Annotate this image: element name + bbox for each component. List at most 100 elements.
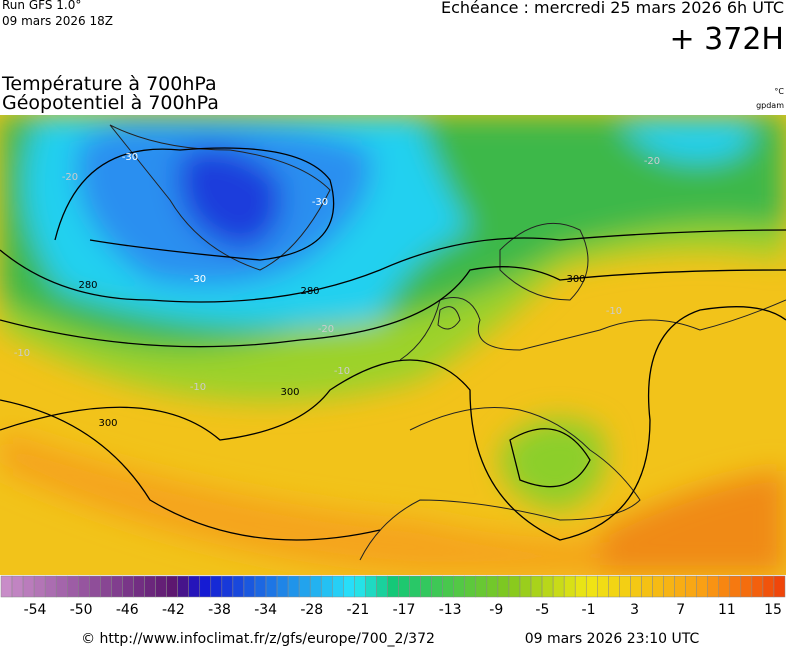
- colorbar-swatch: [243, 575, 256, 598]
- colorbar-swatch: [210, 575, 223, 598]
- colorbar-tick-label: -42: [162, 602, 185, 618]
- colorbar-swatch: [387, 575, 399, 598]
- contour-label: -20: [62, 172, 78, 183]
- colorbar-swatch: [707, 575, 719, 598]
- colorbar-swatch: [552, 575, 565, 598]
- colorbar-swatch: [354, 575, 366, 598]
- colorbar-swatch: [541, 575, 554, 598]
- colorbar-swatch: [320, 575, 333, 598]
- colorbar-swatch: [530, 575, 543, 598]
- contour-label: 300: [280, 387, 299, 398]
- colorbar-swatch: [177, 575, 189, 598]
- colorbar-tick-label: -1: [582, 602, 596, 618]
- colorbar-swatch: [398, 575, 410, 598]
- colorbar-swatch: [652, 575, 664, 598]
- colorbar-swatch: [508, 575, 521, 598]
- colorbar-swatch: [22, 575, 35, 598]
- title-temperature: Température à 700hPa: [1, 73, 217, 95]
- colorbar-tick-label: -38: [208, 602, 231, 618]
- colorbar-tick-label: 11: [718, 602, 736, 618]
- colorbar-swatch: [254, 575, 267, 598]
- run-label: Run GFS 1.0°: [2, 0, 81, 12]
- colorbar-swatch: [376, 575, 388, 598]
- map: 280 280 300 300 300 -30 -30 -30 -20 -20 -20 -10 -10 -…: [0, 115, 786, 575]
- colorbar-swatch: [641, 575, 653, 598]
- colorbar-tick-label: 7: [676, 602, 685, 618]
- colorbar-swatch: [751, 575, 764, 598]
- colorbar-swatch: [630, 575, 642, 598]
- colorbar-swatch: [0, 575, 13, 598]
- colorbar-swatch: [497, 575, 510, 598]
- contour-label: 280: [300, 286, 319, 297]
- contour-label: -20: [644, 156, 660, 167]
- colorbar-swatch: [718, 575, 731, 598]
- colorbar-swatch: [597, 575, 609, 598]
- colorbar-swatch: [166, 575, 178, 598]
- colorbar-swatch: [100, 575, 112, 598]
- run-date: 09 mars 2026 18Z: [2, 14, 113, 28]
- colorbar-tick-label: -28: [300, 602, 323, 618]
- contour-label: 300: [566, 274, 585, 285]
- colorbar-swatch: [78, 575, 90, 598]
- contour-label: -10: [606, 306, 622, 317]
- colorbar-swatch: [486, 575, 499, 598]
- colorbar-swatch: [122, 575, 134, 598]
- colorbar-tick-label: 3: [630, 602, 639, 618]
- colorbar-swatch: [365, 575, 377, 598]
- contour-label: -10: [14, 348, 30, 359]
- colorbar-swatch: [585, 575, 598, 598]
- colorbar-swatch: [287, 575, 300, 598]
- colorbar-tick-label: -50: [70, 602, 93, 618]
- contour-label: -20: [318, 324, 334, 335]
- colorbar-swatch: [442, 575, 454, 598]
- colorbar-swatch: [199, 575, 212, 598]
- footer-generated: 09 mars 2026 23:10 UTC: [525, 631, 700, 647]
- colorbar-swatch: [740, 575, 753, 598]
- colorbar-swatch: [608, 575, 620, 598]
- colorbar-tick-label: -46: [116, 602, 139, 618]
- unit-geopotential: gpdam: [756, 101, 784, 110]
- echeance: Echéance : mercredi 25 mars 2026 6h UTC: [441, 0, 784, 17]
- colorbar: -54 -50 -46 -42 -38 -34 -28 -21 -17 -13 -9 -5 -1 3 7 11…: [0, 575, 786, 618]
- colorbar-swatch: [519, 575, 532, 598]
- colorbar-tick-label: -21: [346, 602, 369, 618]
- colorbar-swatch: [674, 575, 686, 598]
- contour-label: -30: [190, 274, 206, 285]
- lead-time: + 372H: [670, 22, 785, 57]
- colorbar-swatch: [663, 575, 675, 598]
- colorbar-swatch: [111, 575, 123, 598]
- colorbar-swatch: [332, 575, 344, 598]
- colorbar-swatch: [55, 575, 68, 598]
- unit-temperature: °C: [774, 87, 784, 96]
- colorbar-swatch: [221, 575, 234, 598]
- colorbar-tick-label: -13: [439, 602, 462, 618]
- colorbar-swatch: [265, 575, 278, 598]
- colorbar-tick-label: -17: [393, 602, 416, 618]
- colorbar-swatch: [696, 575, 708, 598]
- colorbar-swatch: [574, 575, 587, 598]
- colorbar-tick-label: -34: [254, 602, 277, 618]
- colorbar-swatch: [298, 575, 311, 598]
- colorbar-swatch: [155, 575, 167, 598]
- colorbar-tick-label: -5: [535, 602, 549, 618]
- colorbar-swatch: [409, 575, 421, 598]
- contour-label: 280: [78, 280, 97, 291]
- colorbar-swatch: [133, 575, 145, 598]
- colorbar-swatch: [773, 575, 786, 598]
- colorbar-swatch: [420, 575, 432, 598]
- colorbar-swatch: [619, 575, 631, 598]
- title-geopotential: Géopotentiel à 700hPa: [2, 92, 219, 114]
- colorbar-swatch: [762, 575, 775, 598]
- colorbar-swatch: [431, 575, 443, 598]
- colorbar-swatch: [475, 575, 488, 598]
- geopotential-contours: [0, 147, 786, 541]
- contour-label: 300: [98, 418, 117, 429]
- contour-label: -10: [334, 366, 350, 377]
- colorbar-swatch: [729, 575, 742, 598]
- colorbar-swatch: [685, 575, 697, 598]
- colorbar-swatch: [453, 575, 466, 598]
- colorbar-swatch: [232, 575, 245, 598]
- colorbar-tick-label: 15: [764, 602, 782, 618]
- colorbar-swatch: [276, 575, 289, 598]
